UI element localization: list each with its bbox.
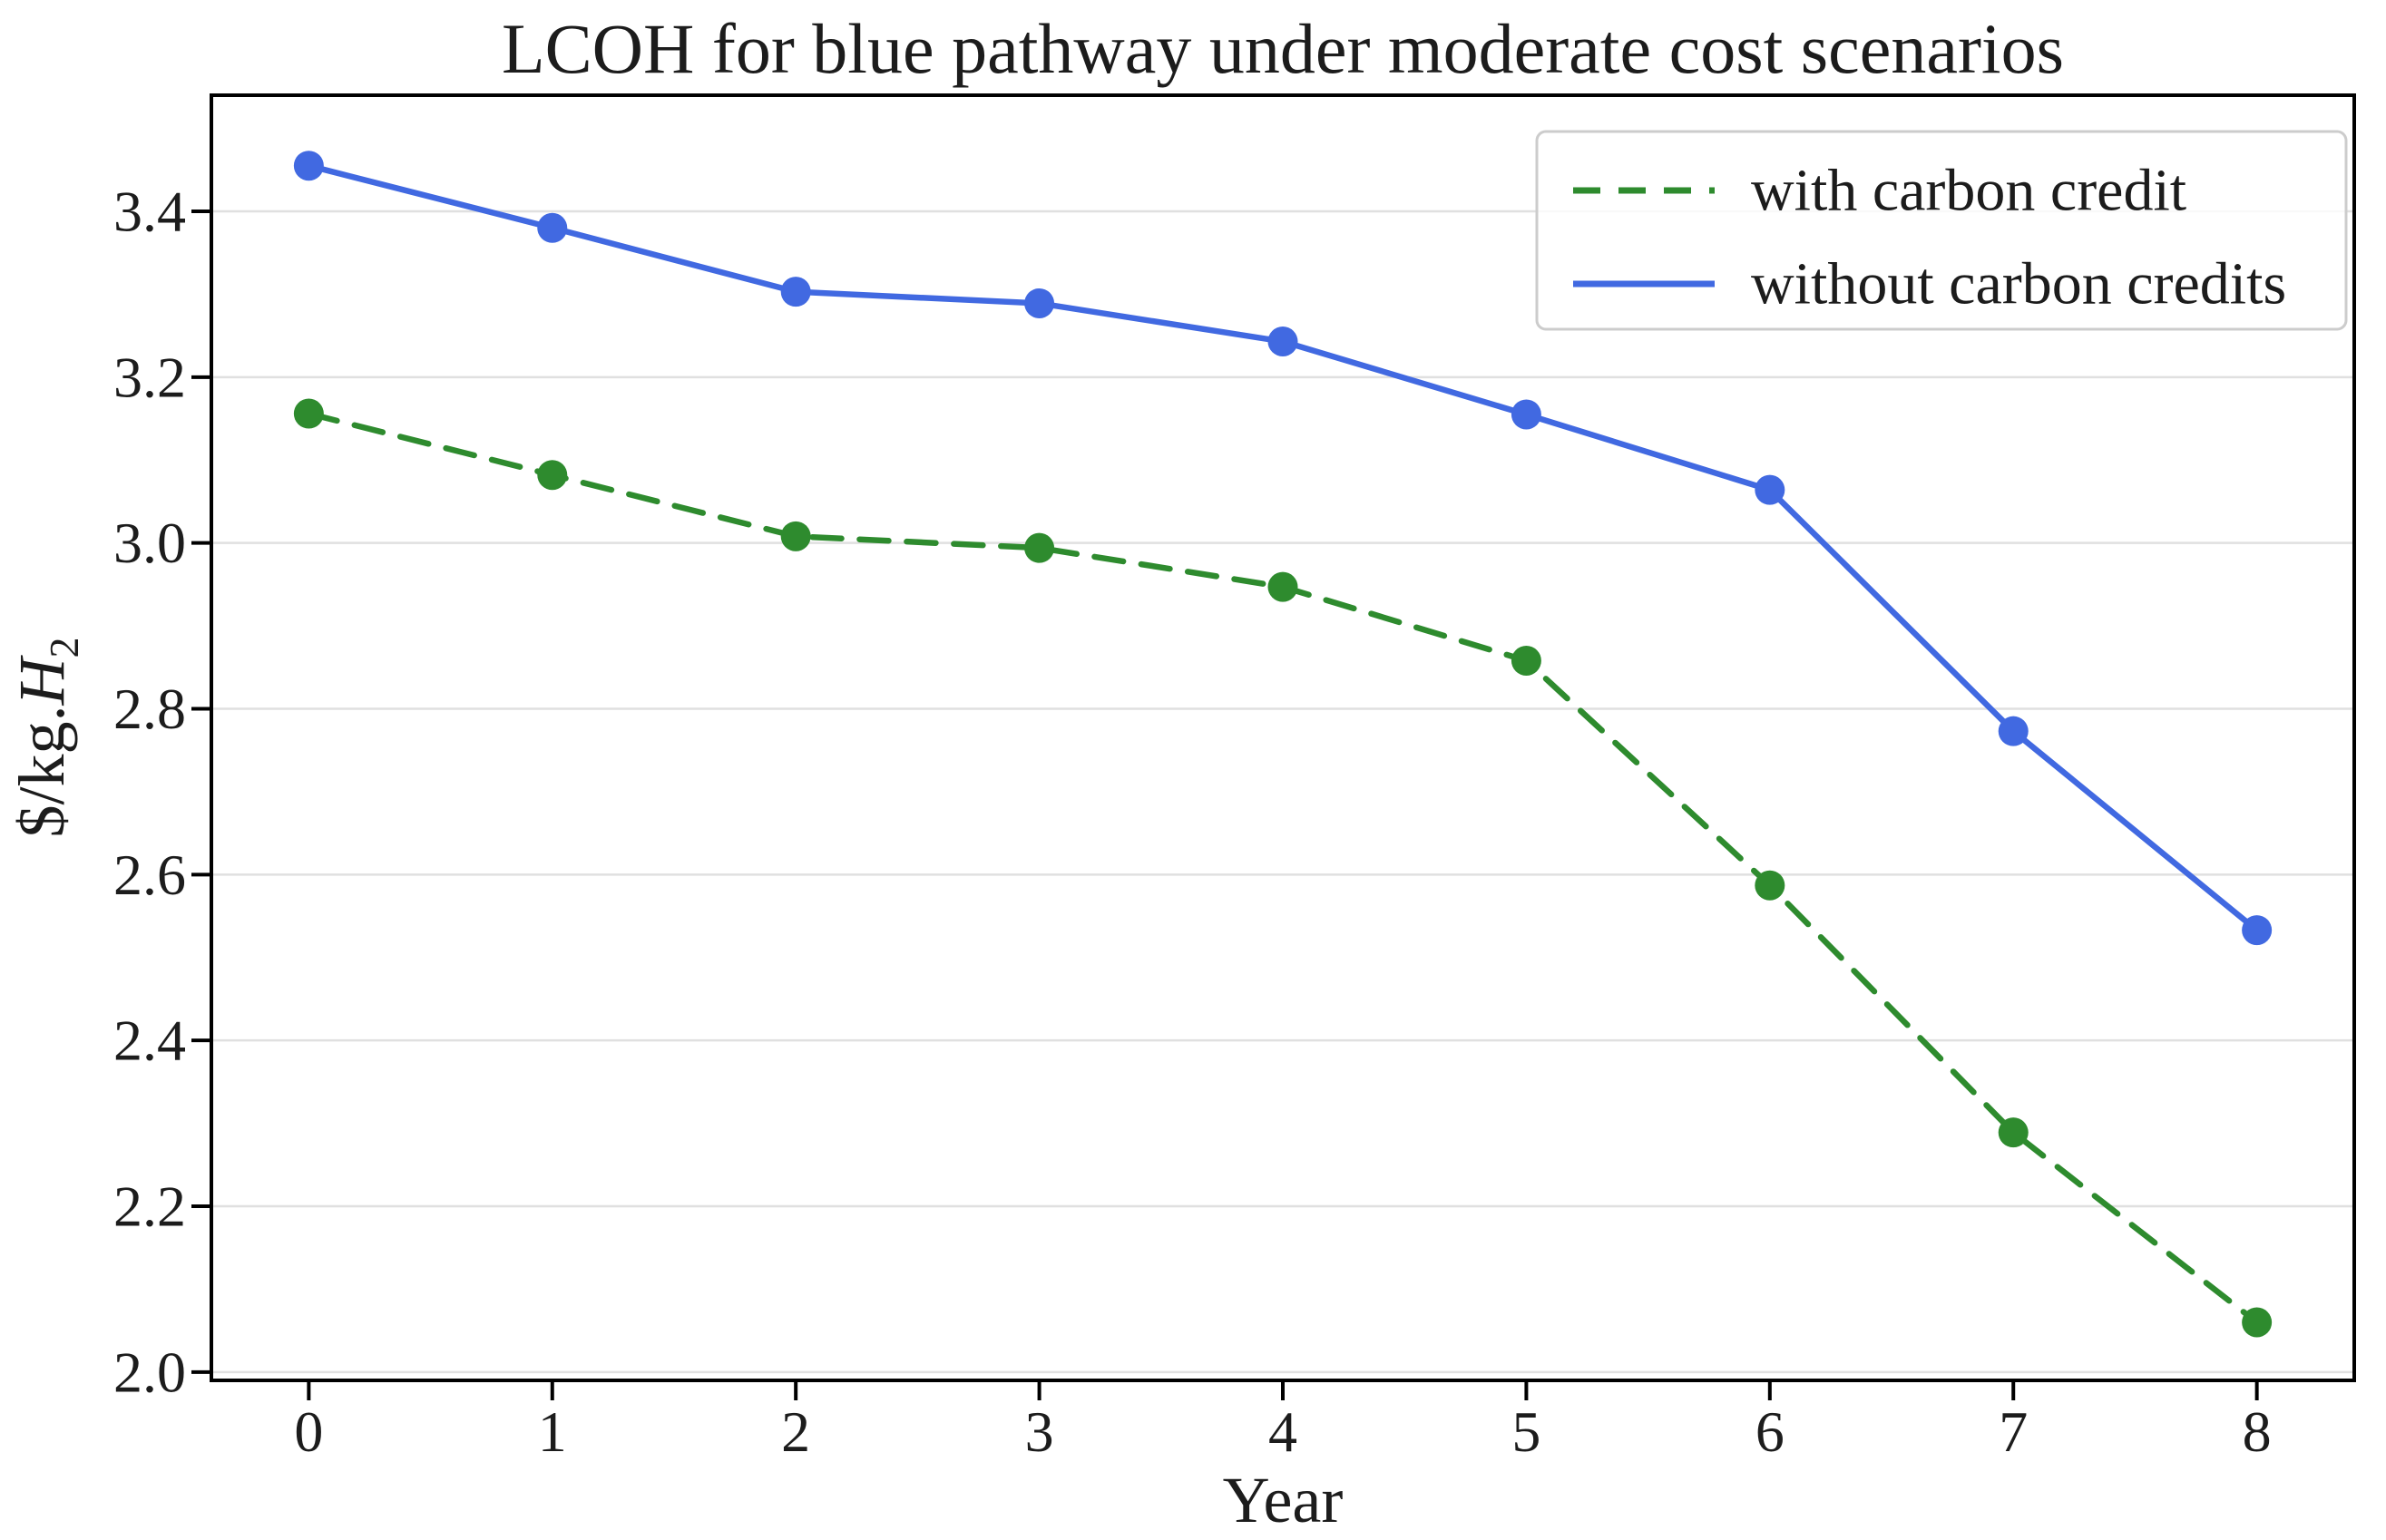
y-axis-label: $/kg.H2 [5, 637, 87, 837]
x-tick-label: 1 [538, 1399, 567, 1464]
x-tick-label: 7 [1999, 1399, 2028, 1464]
y-tick-label: 2.4 [113, 1009, 186, 1073]
data-point-with-carbon-credit-year-5 [1511, 645, 1541, 676]
x-axis-label: Year [1223, 1464, 1344, 1536]
data-point-without-carbon-credits-year-4 [1267, 327, 1298, 357]
y-axis-label-subscript: 2 [41, 637, 87, 658]
y-tick-label: 2.6 [113, 843, 186, 907]
x-tick-label: 3 [1025, 1399, 1054, 1464]
data-point-without-carbon-credits-year-6 [1755, 474, 1785, 505]
legend-label-without-carbon-credits: without carbon credits [1751, 251, 2286, 317]
data-point-with-carbon-credit-year-1 [537, 460, 568, 491]
data-point-without-carbon-credits-year-5 [1511, 399, 1541, 430]
legend-box [1535, 130, 2348, 331]
y-tick-label: 3.4 [113, 179, 186, 243]
data-point-with-carbon-credit-year-4 [1267, 571, 1298, 602]
data-point-with-carbon-credit-year-0 [293, 398, 324, 429]
y-tick-label: 3.0 [113, 511, 186, 575]
data-series [293, 151, 2273, 1338]
x-tick-label: 6 [1755, 1399, 1785, 1464]
x-tick-label: 0 [294, 1399, 323, 1464]
data-point-with-carbon-credit-year-7 [1998, 1117, 2029, 1148]
data-point-with-carbon-credit-year-6 [1755, 870, 1785, 901]
legend: with carbon credit without carbon credit… [1535, 130, 2348, 331]
x-tick-label: 4 [1268, 1399, 1297, 1464]
data-point-with-carbon-credit-year-3 [1024, 532, 1055, 563]
y-axis-ticks: 2.0 2.2 2.4 2.6 2.8 3.0 3.2 3.4 [113, 179, 211, 1404]
data-point-with-carbon-credit-year-8 [2242, 1307, 2273, 1338]
data-point-without-carbon-credits-year-2 [780, 277, 811, 307]
y-tick-label: 2.8 [113, 677, 186, 741]
y-tick-label: 2.0 [113, 1340, 186, 1404]
data-point-without-carbon-credits-year-0 [293, 151, 324, 181]
data-point-without-carbon-credits-year-8 [2242, 915, 2273, 946]
legend-label-with-carbon-credit: with carbon credit [1751, 158, 2186, 224]
plot-border [210, 93, 2356, 1382]
legend-item-with-carbon-credit: with carbon credit [1573, 158, 2186, 224]
x-tick-label: 8 [2243, 1399, 2272, 1464]
data-point-without-carbon-credits-year-1 [537, 212, 568, 243]
y-axis-label-symbol: H [5, 654, 78, 706]
y-tick-label: 2.2 [113, 1174, 186, 1239]
series-line-with-carbon-credit [306, 410, 2260, 1326]
y-tick-label: 3.2 [113, 345, 186, 409]
x-tick-label: 5 [1511, 1399, 1540, 1464]
data-point-without-carbon-credits-year-7 [1998, 716, 2029, 746]
x-tick-label: 2 [781, 1399, 810, 1464]
data-point-without-carbon-credits-year-3 [1024, 288, 1055, 318]
y-axis-label-prefix: $/kg. [5, 705, 78, 837]
chart-title: LCOH for blue pathway under moderate cos… [502, 9, 2064, 88]
gridlines [211, 210, 2354, 1374]
data-point-with-carbon-credit-year-2 [780, 521, 811, 551]
legend-item-without-carbon-credits: without carbon credits [1573, 251, 2286, 317]
x-axis-ticks: 0 1 2 3 4 5 6 7 8 [294, 1380, 2272, 1464]
